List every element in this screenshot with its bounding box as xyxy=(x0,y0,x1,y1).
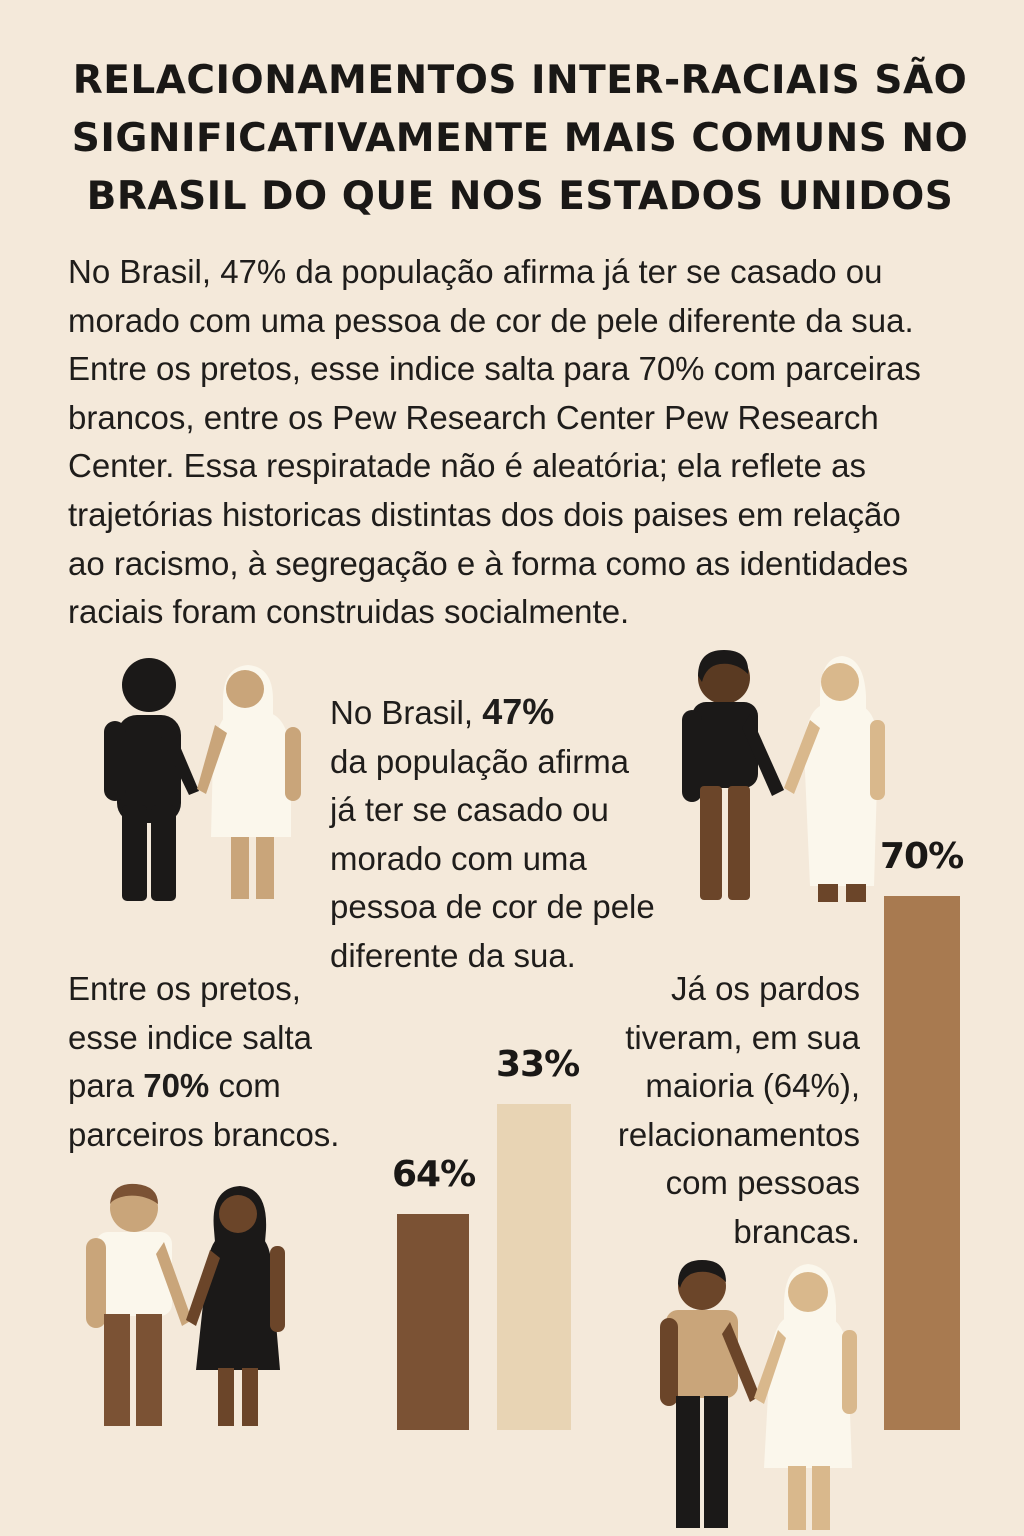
title-line: RELACIONAMENTOS INTER-RACIAIS SÃO xyxy=(72,58,968,103)
blurb-line: relacionamentos xyxy=(617,1115,860,1153)
blurb-brasil-lead: No Brasil, xyxy=(330,694,483,731)
blurb-brasil: No Brasil, 47% da população afirma já te… xyxy=(330,688,690,980)
intro-line: morado com uma pessoa de cor de pele dif… xyxy=(68,301,914,339)
intro-line: Center. Essa respiratade não é aleatória… xyxy=(68,447,866,485)
blurb-line: brancas. xyxy=(733,1212,860,1250)
intro-paragraph: No Brasil, 47% da população afirma já te… xyxy=(68,248,988,637)
couple-icon-top-right xyxy=(682,650,885,902)
bar-3 xyxy=(884,895,960,1430)
blurb-line: com pessoas xyxy=(665,1164,860,1201)
bar-1 xyxy=(397,1213,469,1430)
person-white-woman-icon xyxy=(784,656,885,902)
person-black-woman-icon xyxy=(186,1186,285,1426)
person-white-woman-icon xyxy=(754,1264,857,1530)
couple-icon-top-left xyxy=(104,658,301,901)
page-title: RELACIONAMENTOS INTER-RACIAIS SÃO SIGNIF… xyxy=(40,52,1000,226)
blurb-pretos-percent: 70% xyxy=(143,1067,210,1104)
intro-line: trajetórias historicas distintas dos doi… xyxy=(68,495,901,533)
intro-line: ao racismo, à segregação e à forma como … xyxy=(68,544,909,582)
blurb-line: Entre os pretos, xyxy=(68,970,301,1007)
blurb-line: esse indice salta xyxy=(68,1018,312,1056)
intro-line: Entre os pretos, esse indice salta para … xyxy=(68,350,921,388)
title-line: BRASIL DO QUE NOS ESTADOS UNIDOS xyxy=(86,174,954,219)
person-black-man-icon xyxy=(104,658,199,901)
intro-line: brancos, entre os Pew Research Center Pe… xyxy=(68,398,879,436)
title-line: SIGNIFICATIVAMENTE MAIS COMUNS NO xyxy=(71,116,969,161)
blurb-line: tiveram, em sua xyxy=(625,1018,860,1056)
bar-value-label-3: 70% xyxy=(880,835,964,877)
person-white-man-icon xyxy=(86,1183,192,1426)
couple-icon-bottom-left xyxy=(86,1183,285,1426)
bar-2 xyxy=(497,1103,571,1430)
person-white-woman-icon xyxy=(197,665,301,899)
blurb-line: da população afirma xyxy=(330,742,630,780)
blurb-brasil-percent: 47% xyxy=(482,691,555,732)
person-dark-man-icon xyxy=(682,650,784,900)
person-tan-man-icon xyxy=(660,1260,760,1528)
blurb-line: diferente da sua. xyxy=(330,936,576,974)
intro-line: raciais foram construidas socialmente. xyxy=(68,593,630,631)
bar-value-label-1: 64% xyxy=(392,1153,476,1195)
blurb-pretos-lead: para xyxy=(68,1067,144,1104)
blurb-pretos-tail: com xyxy=(209,1067,281,1104)
blurb-line: pessoa de cor de pele xyxy=(330,888,655,925)
intro-line: No Brasil, 47% da população afirma já te… xyxy=(68,253,883,290)
blurb-line: parceiros brancos. xyxy=(68,1115,340,1153)
blurb-line: maioria (64%), xyxy=(645,1067,860,1104)
blurb-line: morado com uma xyxy=(330,839,587,877)
blurb-pardos: Já os pardos tiveram, em sua maioria (64… xyxy=(580,965,860,1256)
bar-value-label-2: 33% xyxy=(496,1043,580,1085)
blurb-pretos: Entre os pretos, esse indice salta para … xyxy=(68,965,388,1159)
couple-icon-bottom-right xyxy=(660,1260,857,1530)
blurb-line: Já os pardos xyxy=(671,970,860,1007)
blurb-line: já ter se casado ou xyxy=(330,791,609,828)
